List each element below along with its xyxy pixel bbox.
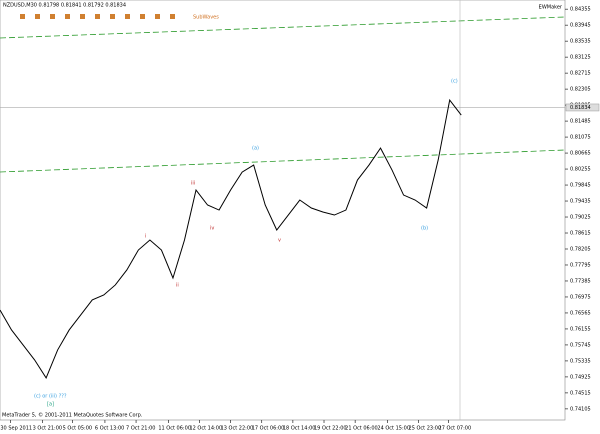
x-tick-label: 7 Oct 21:00 (126, 426, 155, 432)
y-tick-label: 0.84355 (570, 7, 591, 13)
x-tick-label: 5 Oct 05:00 (63, 426, 92, 432)
y-tick-label: 0.82715 (570, 71, 591, 77)
indicator-label: EWMaker (539, 5, 563, 11)
wave-label: (a) (252, 146, 259, 152)
wave-label: [a] (47, 402, 54, 408)
x-tick-label: 18 Oct 14:00 (283, 426, 316, 432)
footer: MetaTrader 5, © 2001-2011 MetaQuotes Sof… (2, 412, 143, 419)
current-price-label: 0.81834 (570, 105, 591, 111)
wave-label: ii (176, 283, 179, 289)
wave-label: iii (191, 181, 195, 187)
y-tick-label: 0.81075 (570, 135, 591, 141)
y-tick-label: 0.83125 (570, 55, 591, 61)
wave-label: (c) or (iii) ??? (34, 394, 67, 400)
y-tick-label: 0.79025 (570, 215, 591, 221)
wave-label: v (278, 238, 281, 244)
wave-label: i (145, 234, 146, 240)
y-tick-label: 0.80255 (570, 167, 591, 173)
y-tick-label: 0.74515 (570, 390, 591, 396)
current-price-box (565, 103, 600, 112)
x-tick-label: 6 Oct 13:00 (95, 426, 124, 432)
y-tick-label: 0.75745 (570, 342, 591, 348)
x-tick-label: 19 Oct 22:00 (314, 426, 347, 432)
y-tick-label: 0.82305 (570, 87, 591, 93)
x-tick-label: 12 Oct 14:00 (189, 426, 222, 432)
x-tick-label: 11 Oct 06:00 (158, 426, 191, 432)
x-tick-label: 3 Oct 21:00 (33, 426, 62, 432)
x-tick-label: 21 Oct 06:00 (345, 426, 378, 432)
y-tick-label: 0.79435 (570, 199, 591, 205)
x-tick-label: 25 Oct 23:00 (409, 426, 442, 432)
y-tick-label: 0.74105 (570, 406, 591, 412)
y-tick-label: 0.83945 (570, 23, 591, 29)
y-tick-label: 0.80665 (570, 151, 591, 157)
y-tick-label: 0.74925 (570, 374, 591, 380)
trend-line (0, 16, 566, 39)
chart-title: NZDUSD,M30 0.81798 0.81841 0.81792 0.818… (3, 3, 126, 9)
y-tick-label: 0.76565 (570, 310, 591, 316)
x-tick-label: 17 Oct 06:00 (252, 426, 285, 432)
toolbar-text: SubWaves (193, 15, 219, 21)
y-tick-label: 0.78615 (570, 231, 591, 237)
x-tick-label: 30 Sep 2011 (0, 426, 32, 432)
y-tick-label: 0.81485 (570, 119, 591, 125)
y-tick-label: 0.77795 (570, 262, 591, 268)
y-tick-label: 0.76975 (570, 294, 591, 300)
x-tick-label: 27 Oct 07:00 (439, 426, 472, 432)
y-tick-label: 0.75335 (570, 358, 591, 364)
y-tick-label: 0.77385 (570, 278, 591, 284)
y-tick-label: 0.83535 (570, 39, 591, 45)
trend-line (0, 149, 566, 173)
x-tick-label: 13 Oct 22:00 (221, 426, 254, 432)
y-tick-label: 0.76155 (570, 326, 591, 332)
plot-area (0, 0, 566, 421)
toolbar (20, 14, 175, 19)
y-tick-label: 0.78205 (570, 246, 591, 252)
wave-label: (b) (421, 226, 428, 232)
wave-label: iv (210, 226, 214, 232)
y-tick-label: 0.79845 (570, 183, 591, 189)
wave-label: (c) (451, 79, 458, 85)
price-line (0, 98, 462, 380)
x-tick-label: 24 Oct 15:00 (377, 426, 410, 432)
